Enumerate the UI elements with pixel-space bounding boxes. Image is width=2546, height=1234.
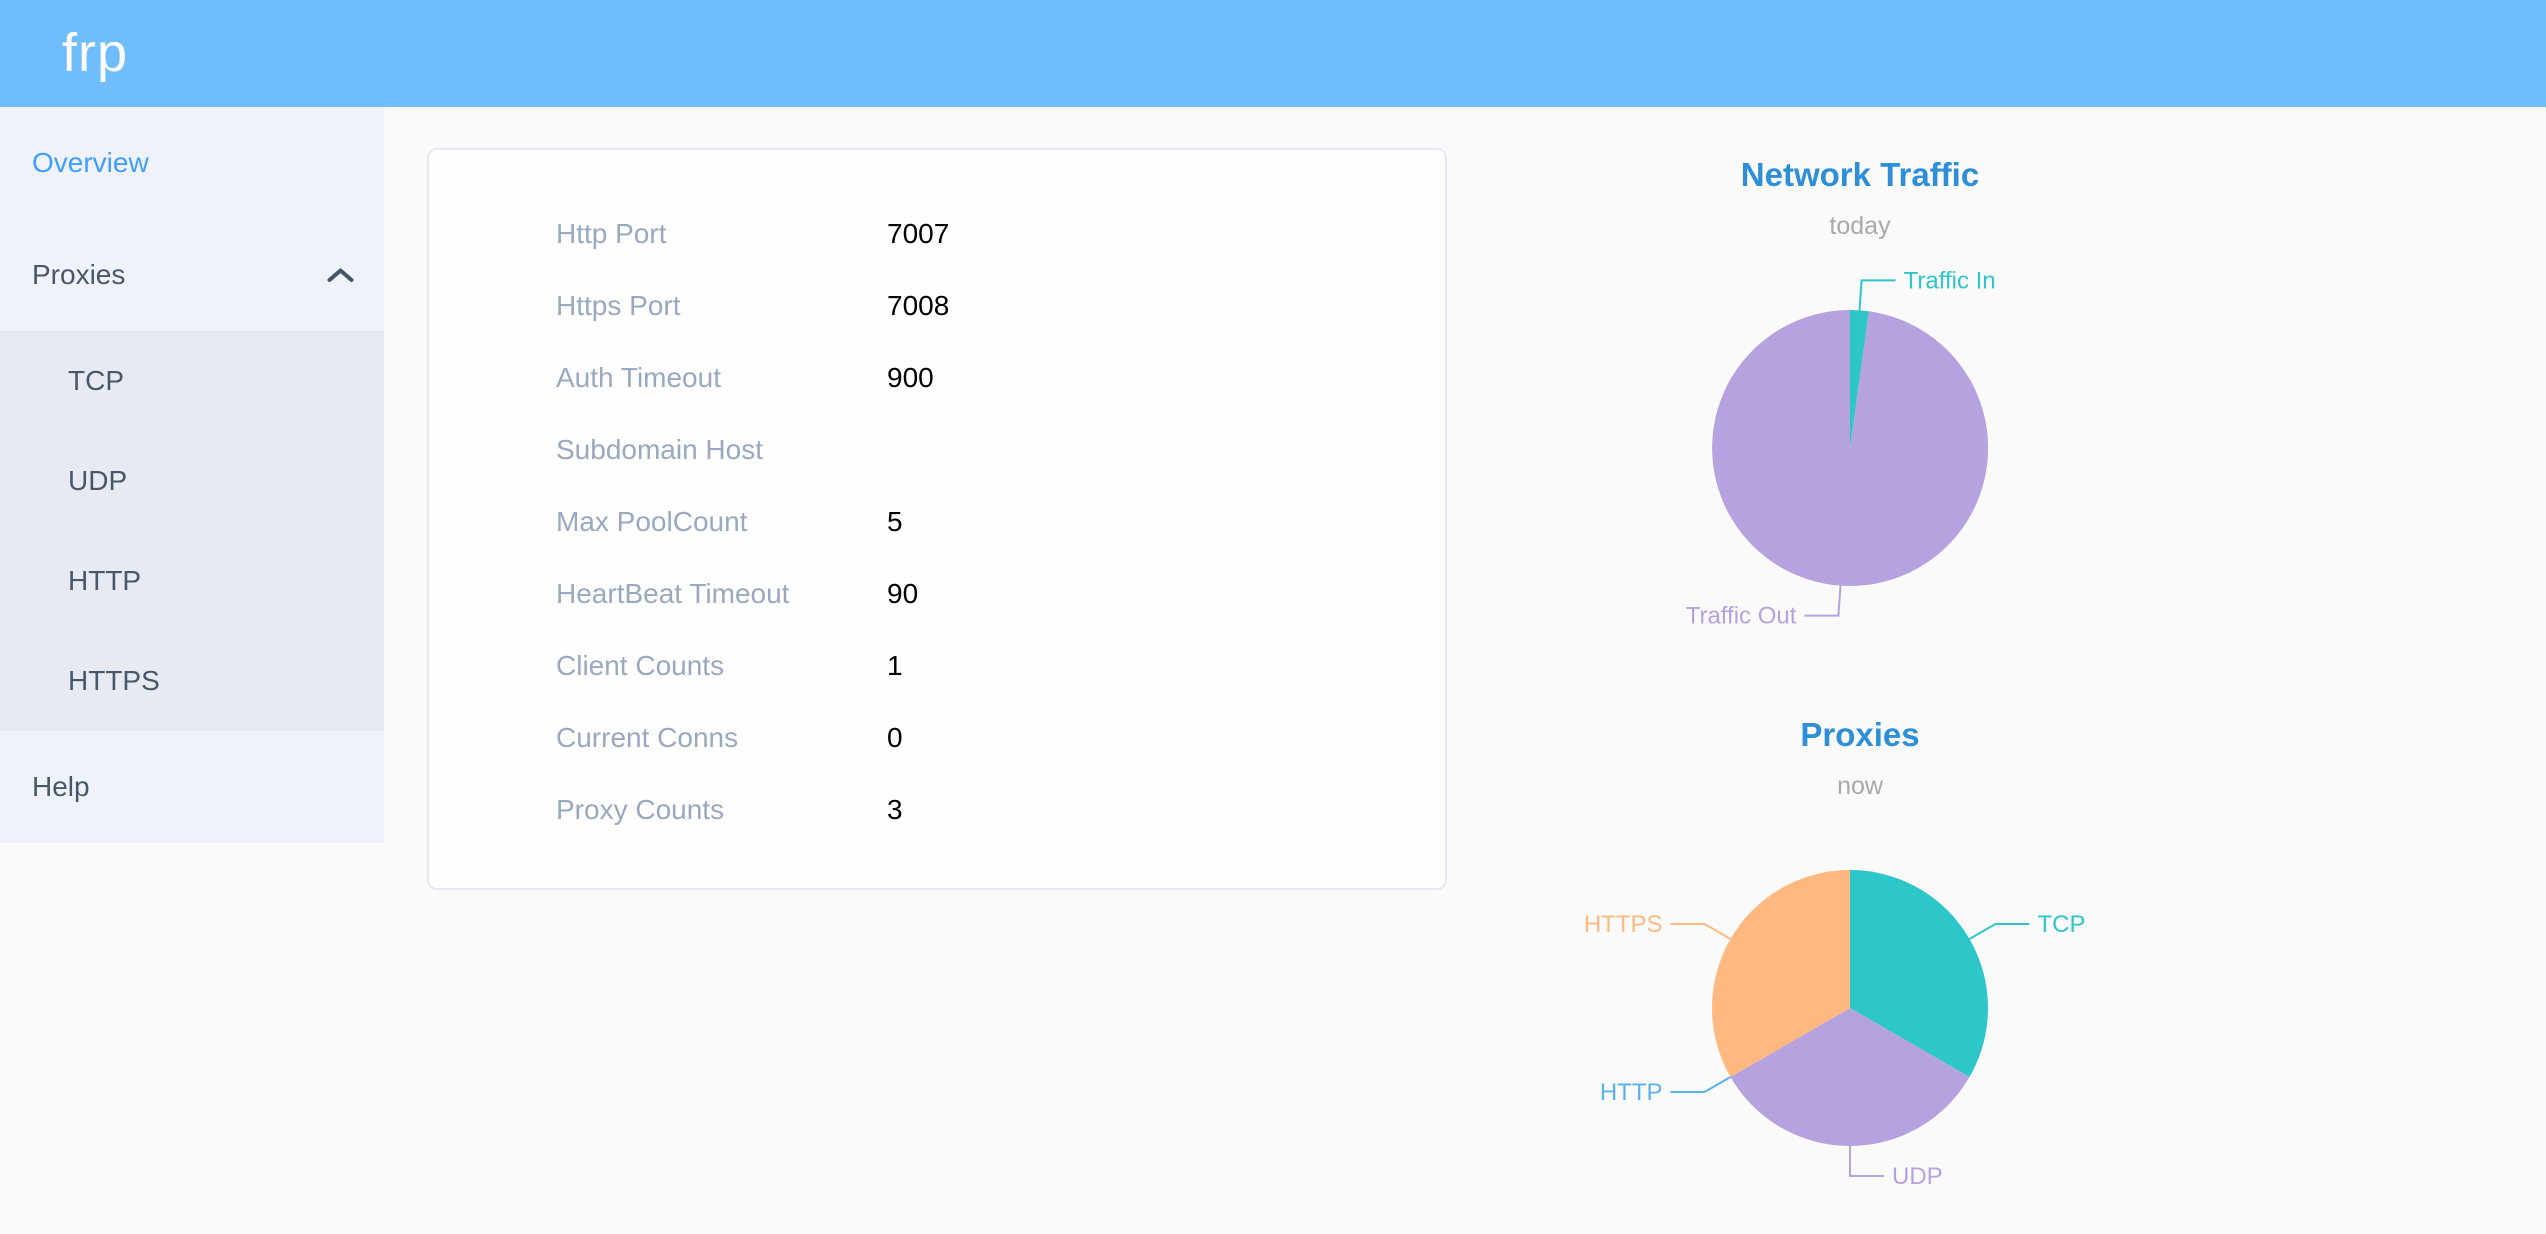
config-row-label: HeartBeat Timeout [556, 578, 790, 609]
sidebar-item-overview[interactable]: Overview [0, 107, 384, 219]
config-row-value: 0 [887, 722, 903, 753]
sidebar-item-tcp[interactable]: TCP [0, 331, 384, 431]
config-row-value: 900 [887, 362, 934, 393]
config-row-label: Http Port [556, 218, 667, 249]
pie-slice-udp[interactable] [1730, 1008, 1970, 1146]
pie-label-http: HTTP [1600, 1079, 1663, 1106]
proxies-submenu: TCP UDP HTTP HTTPS [0, 331, 384, 731]
sidebar-item-label: Proxies [32, 259, 126, 290]
sidebar: Overview Proxies TCP UDP HTTP HTTPS Help [0, 107, 384, 843]
pie-label-udp: UDP [1892, 1163, 1943, 1190]
sidebar-item-label: Overview [32, 147, 149, 178]
network-traffic-pie: Traffic In Traffic Out [1686, 267, 1996, 630]
pie-slice-https[interactable] [1712, 870, 1850, 1077]
sidebar-item-label: HTTP [68, 565, 142, 596]
pie-leader-traffic-out [1804, 585, 1842, 617]
sidebar-item-help[interactable]: Help [0, 731, 384, 843]
sidebar-item-https[interactable]: HTTPS [0, 631, 384, 731]
chart-subtitle: today [1829, 212, 1891, 240]
sidebar-item-udp[interactable]: UDP [0, 431, 384, 531]
config-row-value: 7007 [887, 218, 950, 249]
config-row-label: Proxy Counts [556, 794, 725, 825]
pie-slice-traffic-out[interactable] [1712, 310, 1989, 586]
pie-label-tcp: TCP [2038, 911, 2086, 938]
sidebar-item-label: UDP [68, 465, 128, 496]
config-row: Client Counts 1 [429, 630, 1445, 702]
config-row-value: 90 [887, 578, 919, 609]
pie-slice-tcp[interactable] [1850, 870, 1988, 1077]
config-row-value: 5 [887, 506, 903, 537]
config-row: Http Port 7007 [429, 198, 1445, 270]
proxies-pie: TCP UDP HTTP HTTPS [1584, 870, 2086, 1190]
config-row-value: 3 [887, 794, 903, 825]
server-config-panel: Http Port 7007 Https Port 7008 Auth Time… [427, 148, 1447, 890]
config-row: Subdomain Host [429, 414, 1445, 486]
sidebar-item-label: HTTPS [68, 665, 160, 696]
config-row: Proxy Counts 3 [429, 774, 1445, 846]
config-row-label: Subdomain Host [556, 434, 764, 465]
config-row: HeartBeat Timeout 90 [429, 558, 1445, 630]
app-logo: frp [62, 23, 129, 83]
config-row-value: 1 [887, 650, 903, 681]
pie-label-traffic-in: Traffic In [1904, 267, 1996, 294]
pie-leader-udp [1849, 1146, 1884, 1177]
config-row-label: Https Port [556, 290, 681, 321]
chevron-up-icon [327, 268, 354, 282]
pie-leader-http [1670, 1076, 1731, 1093]
pie-leader-https [1670, 923, 1731, 940]
sidebar-item-http[interactable]: HTTP [0, 531, 384, 631]
app-header: frp [0, 0, 2546, 107]
pie-slice-traffic-in[interactable] [1850, 309, 1869, 448]
chart-title: Proxies [1800, 716, 1920, 753]
config-row-label: Max PoolCount [556, 506, 748, 537]
config-row-label: Auth Timeout [556, 362, 721, 393]
sidebar-item-label: TCP [68, 365, 124, 396]
pie-label-https: HTTPS [1584, 911, 1663, 938]
proxies-chart: Proxies now TCP UDP HTTP HTTPS [1460, 688, 2260, 1232]
sidebar-item-proxies[interactable]: Proxies [0, 219, 384, 331]
config-row: Current Conns 0 [429, 702, 1445, 774]
config-row-value: 7008 [887, 290, 950, 321]
config-row: Https Port 7008 [429, 270, 1445, 342]
pie-leader-tcp [1969, 923, 2030, 940]
chart-title: Network Traffic [1740, 156, 1980, 193]
pie-leader-traffic-in [1858, 279, 1896, 311]
config-row: Max PoolCount 5 [429, 486, 1445, 558]
config-row: Auth Timeout 900 [429, 342, 1445, 414]
pie-label-traffic-out: Traffic Out [1686, 603, 1797, 630]
network-traffic-chart: Network Traffic today Traffic In Traffic … [1460, 128, 2260, 672]
config-row-label: Current Conns [556, 722, 739, 753]
sidebar-item-label: Help [32, 771, 90, 802]
config-row-label: Client Counts [556, 650, 725, 681]
chart-subtitle: now [1837, 772, 1883, 800]
